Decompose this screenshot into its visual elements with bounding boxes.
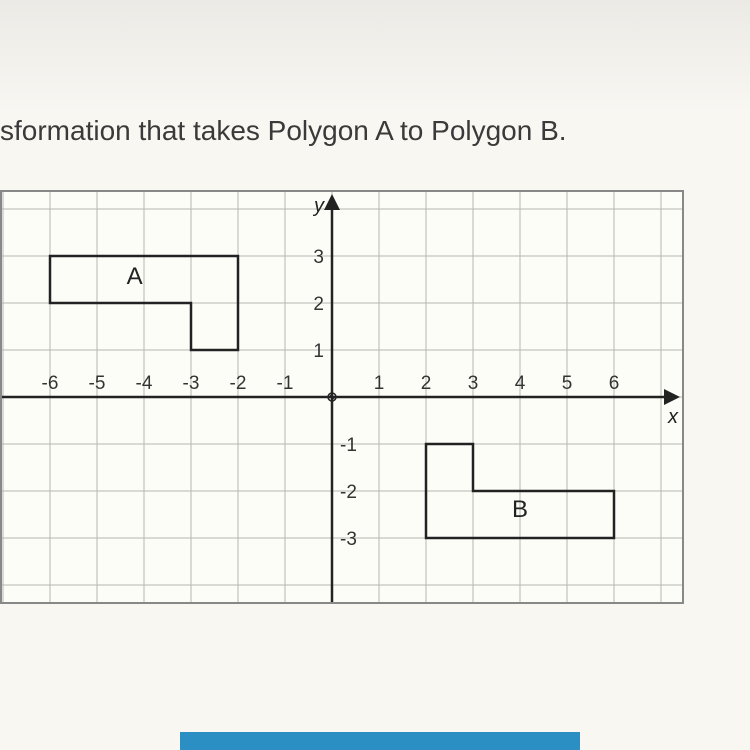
- svg-text:-2: -2: [230, 373, 247, 394]
- svg-text:-5: -5: [89, 373, 106, 394]
- svg-text:5: 5: [562, 373, 573, 394]
- svg-text:-6: -6: [42, 373, 59, 394]
- svg-text:3: 3: [313, 247, 324, 268]
- svg-text:-3: -3: [183, 373, 200, 394]
- svg-text:-4: -4: [136, 373, 153, 394]
- svg-text:-1: -1: [277, 373, 294, 394]
- svg-text:1: 1: [313, 341, 324, 362]
- page: sformation that takes Polygon A to Polyg…: [0, 0, 750, 750]
- svg-text:4: 4: [515, 373, 526, 394]
- question-text: sformation that takes Polygon A to Polyg…: [0, 115, 567, 147]
- svg-text:-1: -1: [340, 435, 357, 456]
- svg-text:-3: -3: [340, 529, 357, 550]
- svg-text:2: 2: [313, 294, 324, 315]
- svg-text:y: y: [312, 195, 325, 217]
- svg-text:-2: -2: [340, 482, 357, 503]
- graph-svg: -6 -5 -4 -3 -2 -1 1 2 3 4 5 6 1 2 3 -1 -2 -3 y x A B: [2, 192, 682, 602]
- svg-text:1: 1: [374, 373, 385, 394]
- bottom-bar: [180, 732, 580, 750]
- svg-text:6: 6: [609, 373, 620, 394]
- svg-text:A: A: [127, 263, 143, 290]
- coordinate-graph: -6 -5 -4 -3 -2 -1 1 2 3 4 5 6 1 2 3 -1 -2 -3 y x A B: [0, 190, 684, 604]
- svg-text:B: B: [512, 496, 528, 523]
- svg-text:3: 3: [468, 373, 479, 394]
- svg-text:x: x: [667, 406, 679, 428]
- svg-text:2: 2: [421, 373, 432, 394]
